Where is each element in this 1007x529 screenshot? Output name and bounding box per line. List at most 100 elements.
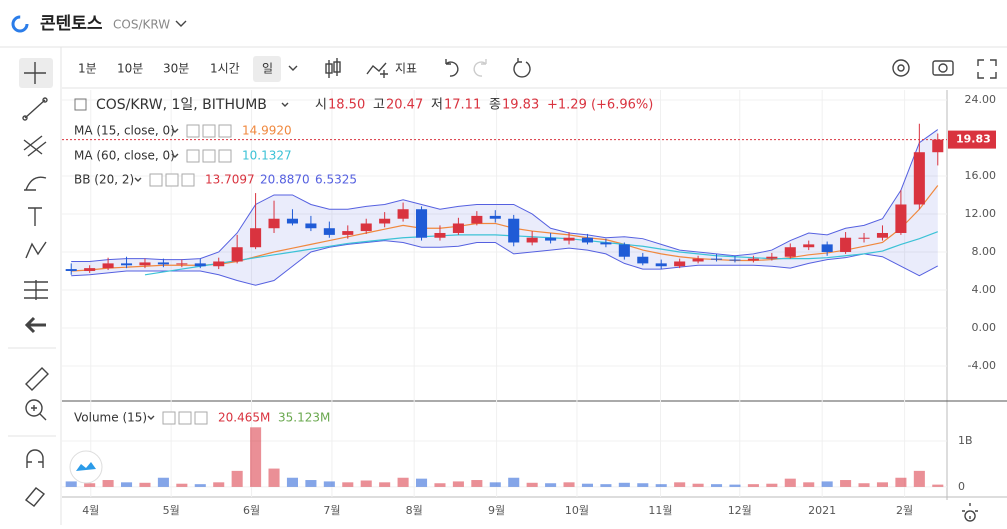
candle-icon[interactable] bbox=[325, 58, 341, 78]
legend-button[interactable] bbox=[178, 411, 192, 425]
candle-body bbox=[342, 231, 354, 235]
candle-body bbox=[895, 204, 907, 233]
candle-body bbox=[711, 258, 723, 260]
volume-bar bbox=[84, 483, 96, 487]
volume-bar bbox=[692, 483, 704, 487]
last-price-box bbox=[948, 130, 996, 149]
volume-bar bbox=[747, 484, 759, 487]
candle-body bbox=[176, 263, 188, 265]
interval[interactable]: 1시간 bbox=[210, 62, 240, 76]
ma-line bbox=[144, 231, 938, 276]
dropdown[interactable] bbox=[175, 20, 187, 27]
pair: COS/KRW bbox=[113, 18, 170, 32]
legend-button[interactable] bbox=[218, 124, 232, 138]
volume-bar bbox=[913, 470, 925, 487]
volume-bar bbox=[360, 480, 372, 487]
legend-button[interactable] bbox=[149, 173, 163, 187]
coin-name: 콘텐토스 bbox=[40, 14, 103, 34]
indicator-icon[interactable] bbox=[366, 62, 388, 78]
legend-button[interactable] bbox=[165, 173, 179, 187]
chevron[interactable] bbox=[171, 128, 179, 133]
volume-bar bbox=[581, 483, 593, 487]
volume-bar bbox=[416, 478, 428, 487]
interval[interactable]: 1분 bbox=[78, 62, 97, 76]
candle-body bbox=[729, 259, 741, 261]
candle-body bbox=[784, 247, 796, 257]
indicators-button[interactable]: 지표 bbox=[395, 62, 417, 76]
candle-body bbox=[932, 139, 944, 153]
volume-bar bbox=[803, 482, 815, 487]
x-tick-label: 10월 bbox=[565, 504, 589, 517]
redo[interactable] bbox=[473, 59, 487, 77]
candle-body bbox=[600, 242, 612, 245]
legend-button[interactable] bbox=[218, 149, 232, 163]
legend-button[interactable] bbox=[186, 124, 200, 138]
legend-button[interactable] bbox=[202, 149, 216, 163]
candle-body bbox=[397, 209, 409, 219]
candle-body bbox=[858, 237, 870, 239]
fullscreen[interactable] bbox=[977, 59, 997, 79]
volume-tick-label: 1B bbox=[958, 434, 973, 447]
candle-body bbox=[655, 263, 667, 267]
chevron[interactable] bbox=[147, 415, 155, 420]
y-tick-label: 16.00 bbox=[965, 169, 997, 182]
bb-legend-value: 6.5325 bbox=[315, 173, 357, 187]
candle-body bbox=[471, 215, 483, 224]
ma15-legend: MA (15, close, 0) bbox=[74, 124, 175, 138]
tv-logo[interactable] bbox=[69, 450, 103, 484]
volume-tick-label: 0 bbox=[958, 480, 965, 493]
x-tick-label: 2021 bbox=[808, 504, 836, 517]
candle-body bbox=[692, 258, 704, 262]
candle-body bbox=[452, 223, 464, 233]
x-tick-label: 4월 bbox=[82, 504, 99, 517]
volume-bar bbox=[121, 482, 133, 487]
legend-button[interactable] bbox=[202, 124, 216, 138]
settings[interactable] bbox=[892, 59, 910, 77]
candle-body bbox=[618, 244, 630, 257]
settings-core bbox=[897, 64, 905, 72]
price-axis bbox=[947, 90, 1007, 500]
volume-bar bbox=[139, 482, 151, 487]
screenshot[interactable] bbox=[932, 60, 954, 76]
y-tick-label: 24.00 bbox=[965, 93, 997, 106]
volume-bar bbox=[102, 480, 114, 487]
x-tick-label: 6월 bbox=[243, 504, 260, 517]
chevron[interactable] bbox=[281, 102, 289, 107]
drawing-tools[interactable] bbox=[22, 62, 49, 507]
volume-bar bbox=[600, 484, 612, 487]
refresh[interactable] bbox=[513, 58, 531, 78]
ohlc-value: 19.83 bbox=[502, 98, 539, 113]
legend-button[interactable] bbox=[186, 149, 200, 163]
volume-legend-value: 35.123M bbox=[278, 411, 330, 425]
collapse-icon[interactable] bbox=[74, 98, 87, 111]
volume-bar bbox=[65, 481, 77, 487]
volume-bar bbox=[563, 482, 575, 487]
chevron[interactable] bbox=[171, 153, 179, 158]
bb-legend: BB (20, 2) bbox=[74, 173, 134, 187]
candle-body bbox=[803, 244, 815, 248]
chevron[interactable] bbox=[134, 177, 142, 182]
interval[interactable]: 30분 bbox=[163, 62, 189, 76]
axis-settings[interactable] bbox=[962, 503, 978, 522]
ohlc-value: 17.11 bbox=[444, 98, 481, 113]
legend-button[interactable] bbox=[194, 411, 208, 425]
interval[interactable]: 일 bbox=[262, 62, 273, 76]
legend-button[interactable] bbox=[181, 173, 195, 187]
candle-body bbox=[489, 215, 501, 219]
candle-body bbox=[102, 263, 114, 269]
candle-body bbox=[747, 258, 759, 261]
last-price-label: 19.83 bbox=[956, 133, 991, 146]
interval[interactable]: 10분 bbox=[117, 62, 143, 76]
y-tick-label: 8.00 bbox=[972, 245, 997, 258]
ohlc-label: 저 bbox=[431, 98, 443, 113]
candle-body bbox=[194, 263, 206, 267]
candle-body bbox=[268, 218, 280, 229]
ohlc-value: 20.47 bbox=[386, 98, 423, 113]
volume-bar bbox=[858, 483, 870, 487]
undo[interactable] bbox=[445, 59, 459, 77]
candle-body bbox=[250, 228, 262, 248]
ohlc-label: 고 bbox=[373, 98, 385, 113]
volume-bar bbox=[213, 482, 225, 487]
more-intervals[interactable] bbox=[288, 65, 298, 71]
legend-button[interactable] bbox=[162, 411, 176, 425]
